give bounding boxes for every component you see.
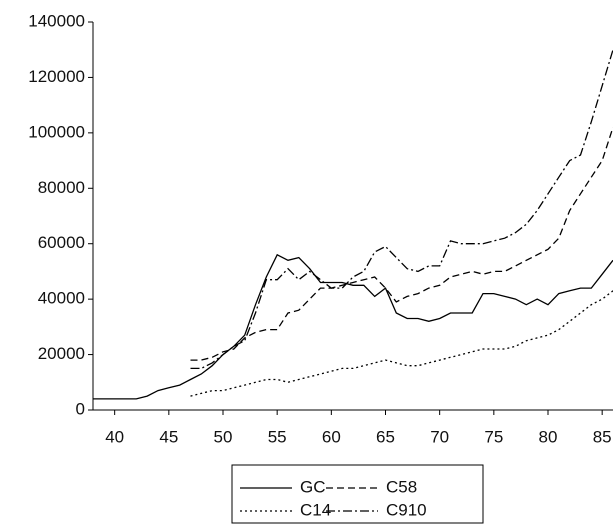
x-tick-label: 75 [484, 427, 503, 446]
x-tick-label: 50 [214, 427, 233, 446]
x-tick-label: 40 [105, 427, 124, 446]
y-tick-label: 80000 [38, 178, 85, 197]
x-tick-label: 65 [376, 427, 395, 446]
x-tick-label: 55 [268, 427, 287, 446]
x-tick-label: 85 [593, 427, 612, 446]
legend-box [232, 465, 483, 523]
series-line [93, 255, 613, 399]
y-tick-label: 120000 [28, 67, 85, 86]
x-tick-label: 70 [430, 427, 449, 446]
x-tick-label: 45 [159, 427, 178, 446]
y-tick-label: 20000 [38, 344, 85, 363]
y-tick-label: 100000 [28, 122, 85, 141]
chart: 0 20000 40000 60000 80000 100000 120000 140000 4… [0, 0, 613, 527]
x-tick-label: 80 [539, 427, 558, 446]
y-tick-label: 40000 [38, 289, 85, 308]
legend-label: C910 [386, 500, 427, 519]
y-tick-label: 60000 [38, 233, 85, 252]
legend-label: C58 [386, 477, 417, 496]
legend-label: GC [300, 477, 326, 496]
series-line [191, 291, 613, 396]
y-tick-label: 0 [76, 399, 85, 418]
series-line [191, 127, 613, 360]
legend-label: C14 [300, 500, 331, 519]
y-tick-label: 140000 [28, 11, 85, 30]
series-line [191, 50, 613, 369]
x-tick-label: 60 [322, 427, 341, 446]
